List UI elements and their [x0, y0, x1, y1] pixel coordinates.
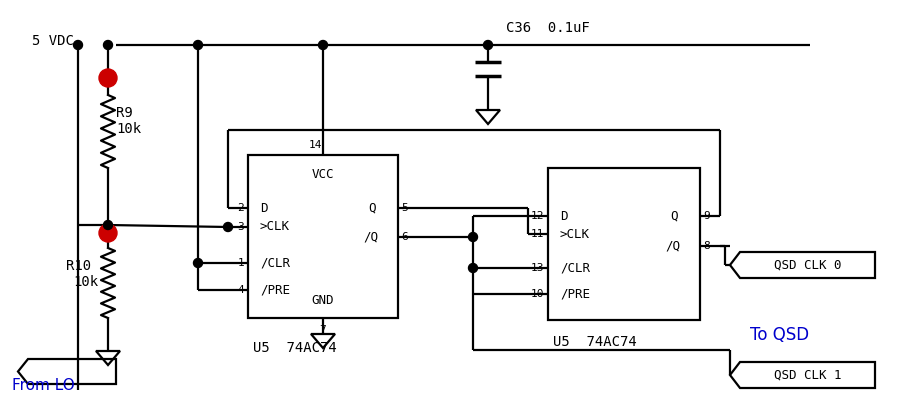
Text: D: D	[559, 209, 566, 222]
Text: 10: 10	[529, 289, 543, 299]
Circle shape	[318, 40, 327, 49]
Text: 7: 7	[319, 325, 326, 335]
Circle shape	[99, 69, 117, 87]
Text: /PRE: /PRE	[559, 288, 589, 300]
Text: C36  0.1uF: C36 0.1uF	[505, 21, 589, 35]
Text: Q: Q	[669, 209, 676, 222]
Text: /CLR: /CLR	[559, 262, 589, 274]
Text: /Q: /Q	[363, 230, 378, 243]
Circle shape	[99, 224, 117, 242]
Circle shape	[468, 232, 477, 241]
Text: 1: 1	[237, 258, 244, 268]
Circle shape	[483, 40, 492, 49]
Text: U5  74AC74: U5 74AC74	[253, 341, 336, 355]
Text: 11: 11	[529, 229, 543, 239]
Circle shape	[193, 40, 202, 49]
Text: 13: 13	[529, 263, 543, 273]
Text: >CLK: >CLK	[559, 227, 589, 241]
Text: 10k: 10k	[115, 122, 141, 136]
Text: 8: 8	[703, 241, 709, 251]
Circle shape	[193, 258, 202, 267]
Text: R9: R9	[115, 106, 133, 120]
Text: To QSD: To QSD	[750, 326, 808, 344]
Text: QSD CLK 0: QSD CLK 0	[773, 258, 841, 272]
Text: 14: 14	[308, 140, 321, 150]
Text: Q: Q	[368, 201, 375, 215]
Text: VCC: VCC	[311, 169, 334, 182]
Bar	[548, 168, 699, 320]
Circle shape	[468, 264, 477, 272]
Text: >CLK: >CLK	[260, 220, 290, 234]
Circle shape	[224, 222, 232, 232]
Circle shape	[73, 40, 82, 49]
Text: 5: 5	[400, 203, 408, 213]
Text: D: D	[260, 201, 267, 215]
Text: 12: 12	[529, 211, 543, 221]
Text: 4: 4	[237, 285, 244, 295]
Text: /PRE: /PRE	[260, 283, 290, 297]
Text: 6: 6	[400, 232, 408, 242]
Text: U5  74AC74: U5 74AC74	[552, 335, 636, 349]
Text: 10k: 10k	[73, 275, 98, 289]
Text: GND: GND	[311, 293, 334, 307]
Text: R10: R10	[66, 259, 91, 273]
Text: /CLR: /CLR	[260, 257, 290, 269]
Text: QSD CLK 1: QSD CLK 1	[773, 368, 841, 382]
Text: 3: 3	[237, 222, 244, 232]
Text: 9: 9	[703, 211, 709, 221]
Bar	[248, 155, 398, 318]
Text: 2: 2	[237, 203, 244, 213]
Circle shape	[104, 40, 113, 49]
Text: /Q: /Q	[664, 239, 679, 253]
Circle shape	[104, 220, 113, 229]
Text: 5 VDC: 5 VDC	[32, 33, 74, 47]
Text: From LO: From LO	[12, 377, 75, 393]
